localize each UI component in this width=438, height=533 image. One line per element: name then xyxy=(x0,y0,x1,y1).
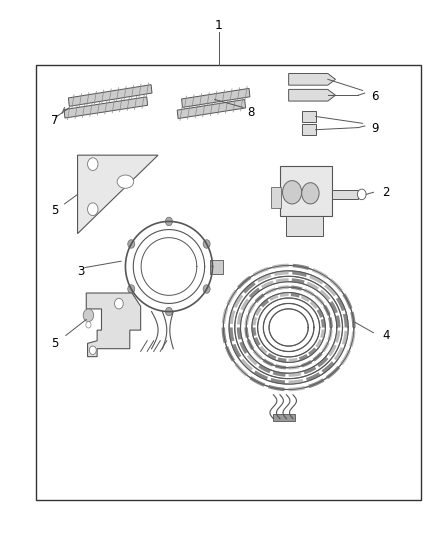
Bar xyxy=(280,166,332,216)
Text: 2: 2 xyxy=(382,186,390,199)
Polygon shape xyxy=(86,293,141,357)
Polygon shape xyxy=(64,97,148,118)
Polygon shape xyxy=(289,90,336,101)
Bar xyxy=(302,111,316,122)
Bar xyxy=(273,414,295,421)
Circle shape xyxy=(166,308,173,316)
Polygon shape xyxy=(289,74,336,85)
Circle shape xyxy=(203,240,210,248)
Text: 9: 9 xyxy=(371,122,379,135)
Circle shape xyxy=(203,285,210,293)
Bar xyxy=(210,260,223,274)
Bar xyxy=(271,187,281,208)
Bar xyxy=(36,65,421,500)
Circle shape xyxy=(166,217,173,225)
Text: 5: 5 xyxy=(51,204,59,217)
Circle shape xyxy=(83,309,94,321)
Circle shape xyxy=(357,189,366,200)
Circle shape xyxy=(128,285,135,293)
Text: 6: 6 xyxy=(371,90,379,103)
Circle shape xyxy=(88,158,98,171)
Text: 7: 7 xyxy=(51,114,59,127)
Circle shape xyxy=(115,298,123,309)
Text: 4: 4 xyxy=(382,329,390,342)
Polygon shape xyxy=(182,88,250,107)
Circle shape xyxy=(88,203,98,216)
Polygon shape xyxy=(177,100,246,118)
Text: 5: 5 xyxy=(51,337,59,350)
Circle shape xyxy=(128,240,135,248)
Bar xyxy=(302,124,316,135)
Bar xyxy=(286,216,323,236)
Polygon shape xyxy=(78,155,158,233)
Polygon shape xyxy=(68,85,152,107)
Circle shape xyxy=(302,183,319,204)
Text: 3: 3 xyxy=(78,265,85,278)
Ellipse shape xyxy=(117,175,134,188)
Circle shape xyxy=(86,321,91,328)
Circle shape xyxy=(89,346,96,354)
Text: 8: 8 xyxy=(247,106,254,119)
Bar xyxy=(332,190,358,199)
Circle shape xyxy=(283,181,302,204)
Text: 1: 1 xyxy=(215,19,223,32)
